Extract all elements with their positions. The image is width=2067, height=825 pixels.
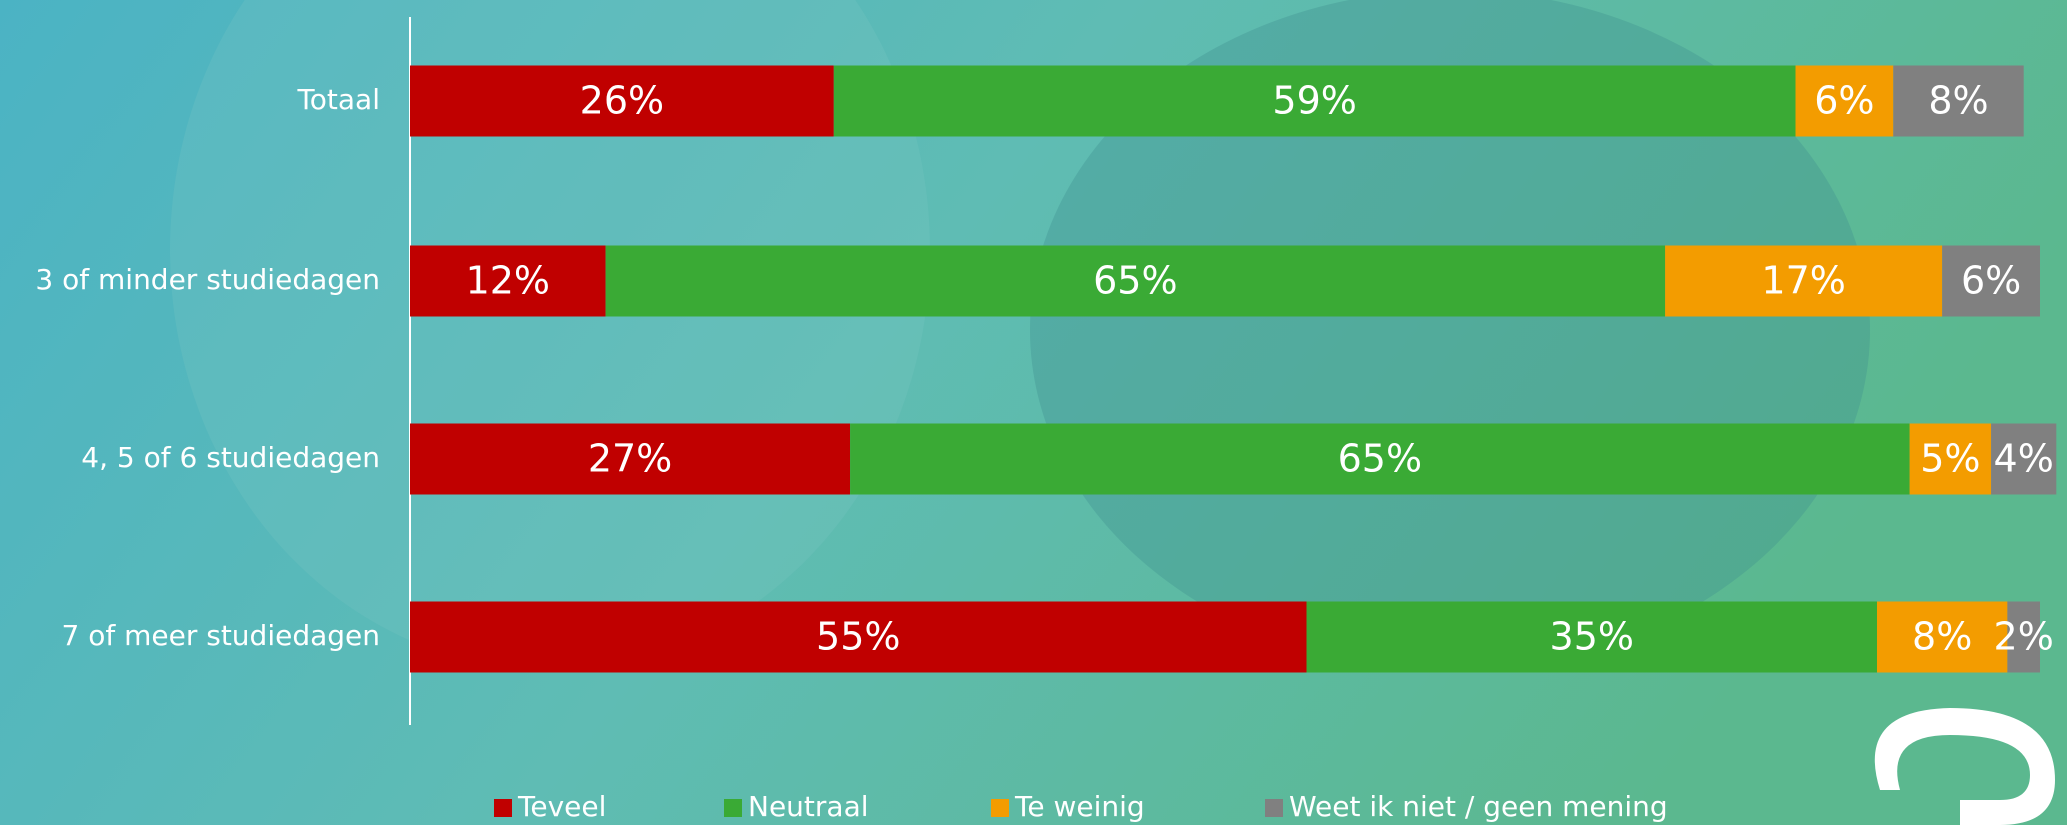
value-label: 8% — [1912, 615, 1972, 659]
value-label: 12% — [466, 259, 550, 303]
legend-label: Weet ik niet / geen mening — [1289, 790, 1668, 823]
value-label: 55% — [816, 615, 900, 659]
page: Totaal 26% 59% 6% 8% 3 of minder studiedagen 1… — [0, 0, 2067, 825]
category-label: Totaal — [296, 83, 380, 116]
chart: Totaal 26% 59% 6% 8% 3 of minder studiedagen 1… — [0, 0, 2067, 825]
value-label: 59% — [1272, 79, 1356, 123]
legend-swatch — [724, 799, 742, 817]
value-label: 26% — [580, 79, 664, 123]
legend-swatch — [991, 799, 1009, 817]
value-label: 4% — [1994, 437, 2054, 481]
legend-label: Te weinig — [1014, 790, 1145, 823]
value-label: 6% — [1961, 259, 2021, 303]
value-label: 65% — [1093, 259, 1177, 303]
value-label: 2% — [1994, 615, 2054, 659]
legend-swatch — [1265, 799, 1283, 817]
category-label: 4, 5 of 6 studiedagen — [81, 441, 380, 474]
value-label: 65% — [1338, 437, 1422, 481]
legend-label: Neutraal — [748, 790, 869, 823]
value-label: 27% — [588, 437, 672, 481]
value-label: 35% — [1550, 615, 1634, 659]
legend-label: Teveel — [517, 790, 606, 823]
category-label: 7 of meer studiedagen — [61, 619, 380, 652]
category-label: 3 of minder studiedagen — [35, 263, 380, 296]
value-label: 6% — [1814, 79, 1874, 123]
value-label: 8% — [1928, 79, 1988, 123]
value-label: 17% — [1761, 259, 1845, 303]
legend-swatch — [494, 799, 512, 817]
value-label: 5% — [1920, 437, 1980, 481]
